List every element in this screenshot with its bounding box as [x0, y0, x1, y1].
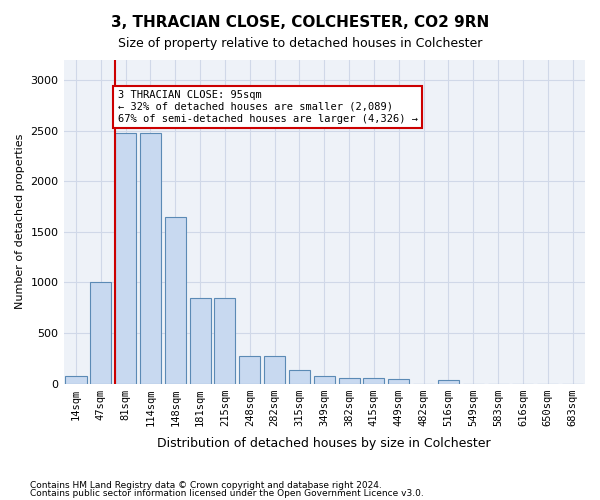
X-axis label: Distribution of detached houses by size in Colchester: Distribution of detached houses by size …	[157, 437, 491, 450]
Bar	[264, 356, 285, 384]
Bar	[338, 378, 359, 384]
Y-axis label: Number of detached properties: Number of detached properties	[15, 134, 25, 310]
Bar	[364, 378, 385, 384]
Bar	[438, 380, 459, 384]
Bar	[90, 282, 112, 384]
Bar	[165, 216, 186, 384]
Bar	[289, 370, 310, 384]
Text: 3, THRACIAN CLOSE, COLCHESTER, CO2 9RN: 3, THRACIAN CLOSE, COLCHESTER, CO2 9RN	[111, 15, 489, 30]
Bar	[140, 133, 161, 384]
Bar	[239, 356, 260, 384]
Bar	[115, 133, 136, 384]
Bar	[214, 298, 235, 384]
Bar	[314, 376, 335, 384]
Text: Size of property relative to detached houses in Colchester: Size of property relative to detached ho…	[118, 38, 482, 51]
Bar	[65, 376, 86, 384]
Bar	[388, 380, 409, 384]
Bar	[190, 298, 211, 384]
Text: Contains public sector information licensed under the Open Government Licence v3: Contains public sector information licen…	[30, 488, 424, 498]
Text: Contains HM Land Registry data © Crown copyright and database right 2024.: Contains HM Land Registry data © Crown c…	[30, 481, 382, 490]
Text: 3 THRACIAN CLOSE: 95sqm
← 32% of detached houses are smaller (2,089)
67% of semi: 3 THRACIAN CLOSE: 95sqm ← 32% of detache…	[118, 90, 418, 124]
